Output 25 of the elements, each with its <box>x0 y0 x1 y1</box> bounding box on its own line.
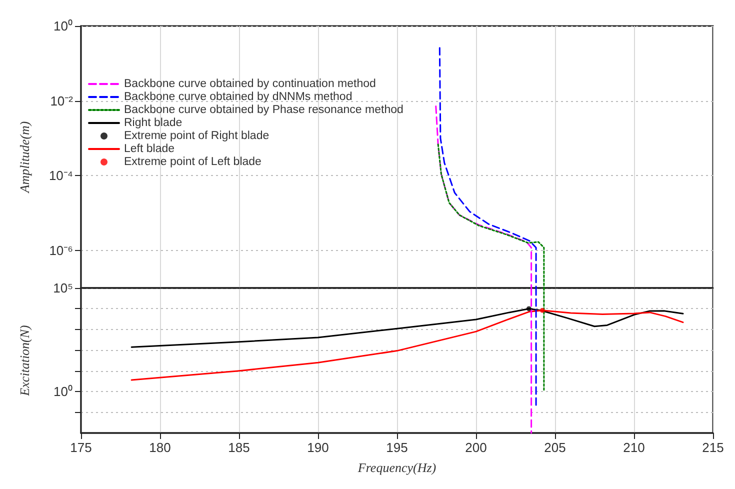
y-tick-label: 10⁵ <box>53 280 73 296</box>
legend-label: Right blade <box>124 117 182 129</box>
x-tick-label: 215 <box>702 440 724 455</box>
x-tick-label: 200 <box>465 440 487 455</box>
x-tick-label: 190 <box>307 440 329 455</box>
y-axis-title: Excitation(N) <box>17 325 32 397</box>
x-tick-label: 185 <box>228 440 250 455</box>
legend-label: Backbone curve obtained by dNNMs method <box>124 91 352 103</box>
legend-label: Backbone curve obtained by Phase resonance method <box>124 104 404 116</box>
y-tick-label: 10⁻⁶ <box>49 243 73 258</box>
x-tick-label: 175 <box>70 440 92 455</box>
x-tick-label: 205 <box>544 440 566 455</box>
x-tick-label: 180 <box>149 440 171 455</box>
x-tick-label: 195 <box>386 440 408 455</box>
legend-label: Extreme point of Right blade <box>124 130 270 142</box>
y-tick-label: 10⁻² <box>50 93 74 108</box>
legend-label: Left blade <box>124 143 175 155</box>
y-tick-label: 10⁻⁴ <box>48 168 73 184</box>
y-axis-title: Amplitude(m) <box>17 121 32 194</box>
legend-label: Extreme point of Left blade <box>124 156 262 168</box>
legend-label: Backbone curve obtained by continuation method <box>124 78 376 90</box>
y-tick-label: 10⁰ <box>54 18 73 34</box>
y-tick-label: 10⁰ <box>54 384 73 400</box>
x-tick-label: 210 <box>623 440 645 455</box>
x-axis-title: Frequency(Hz) <box>356 460 436 475</box>
